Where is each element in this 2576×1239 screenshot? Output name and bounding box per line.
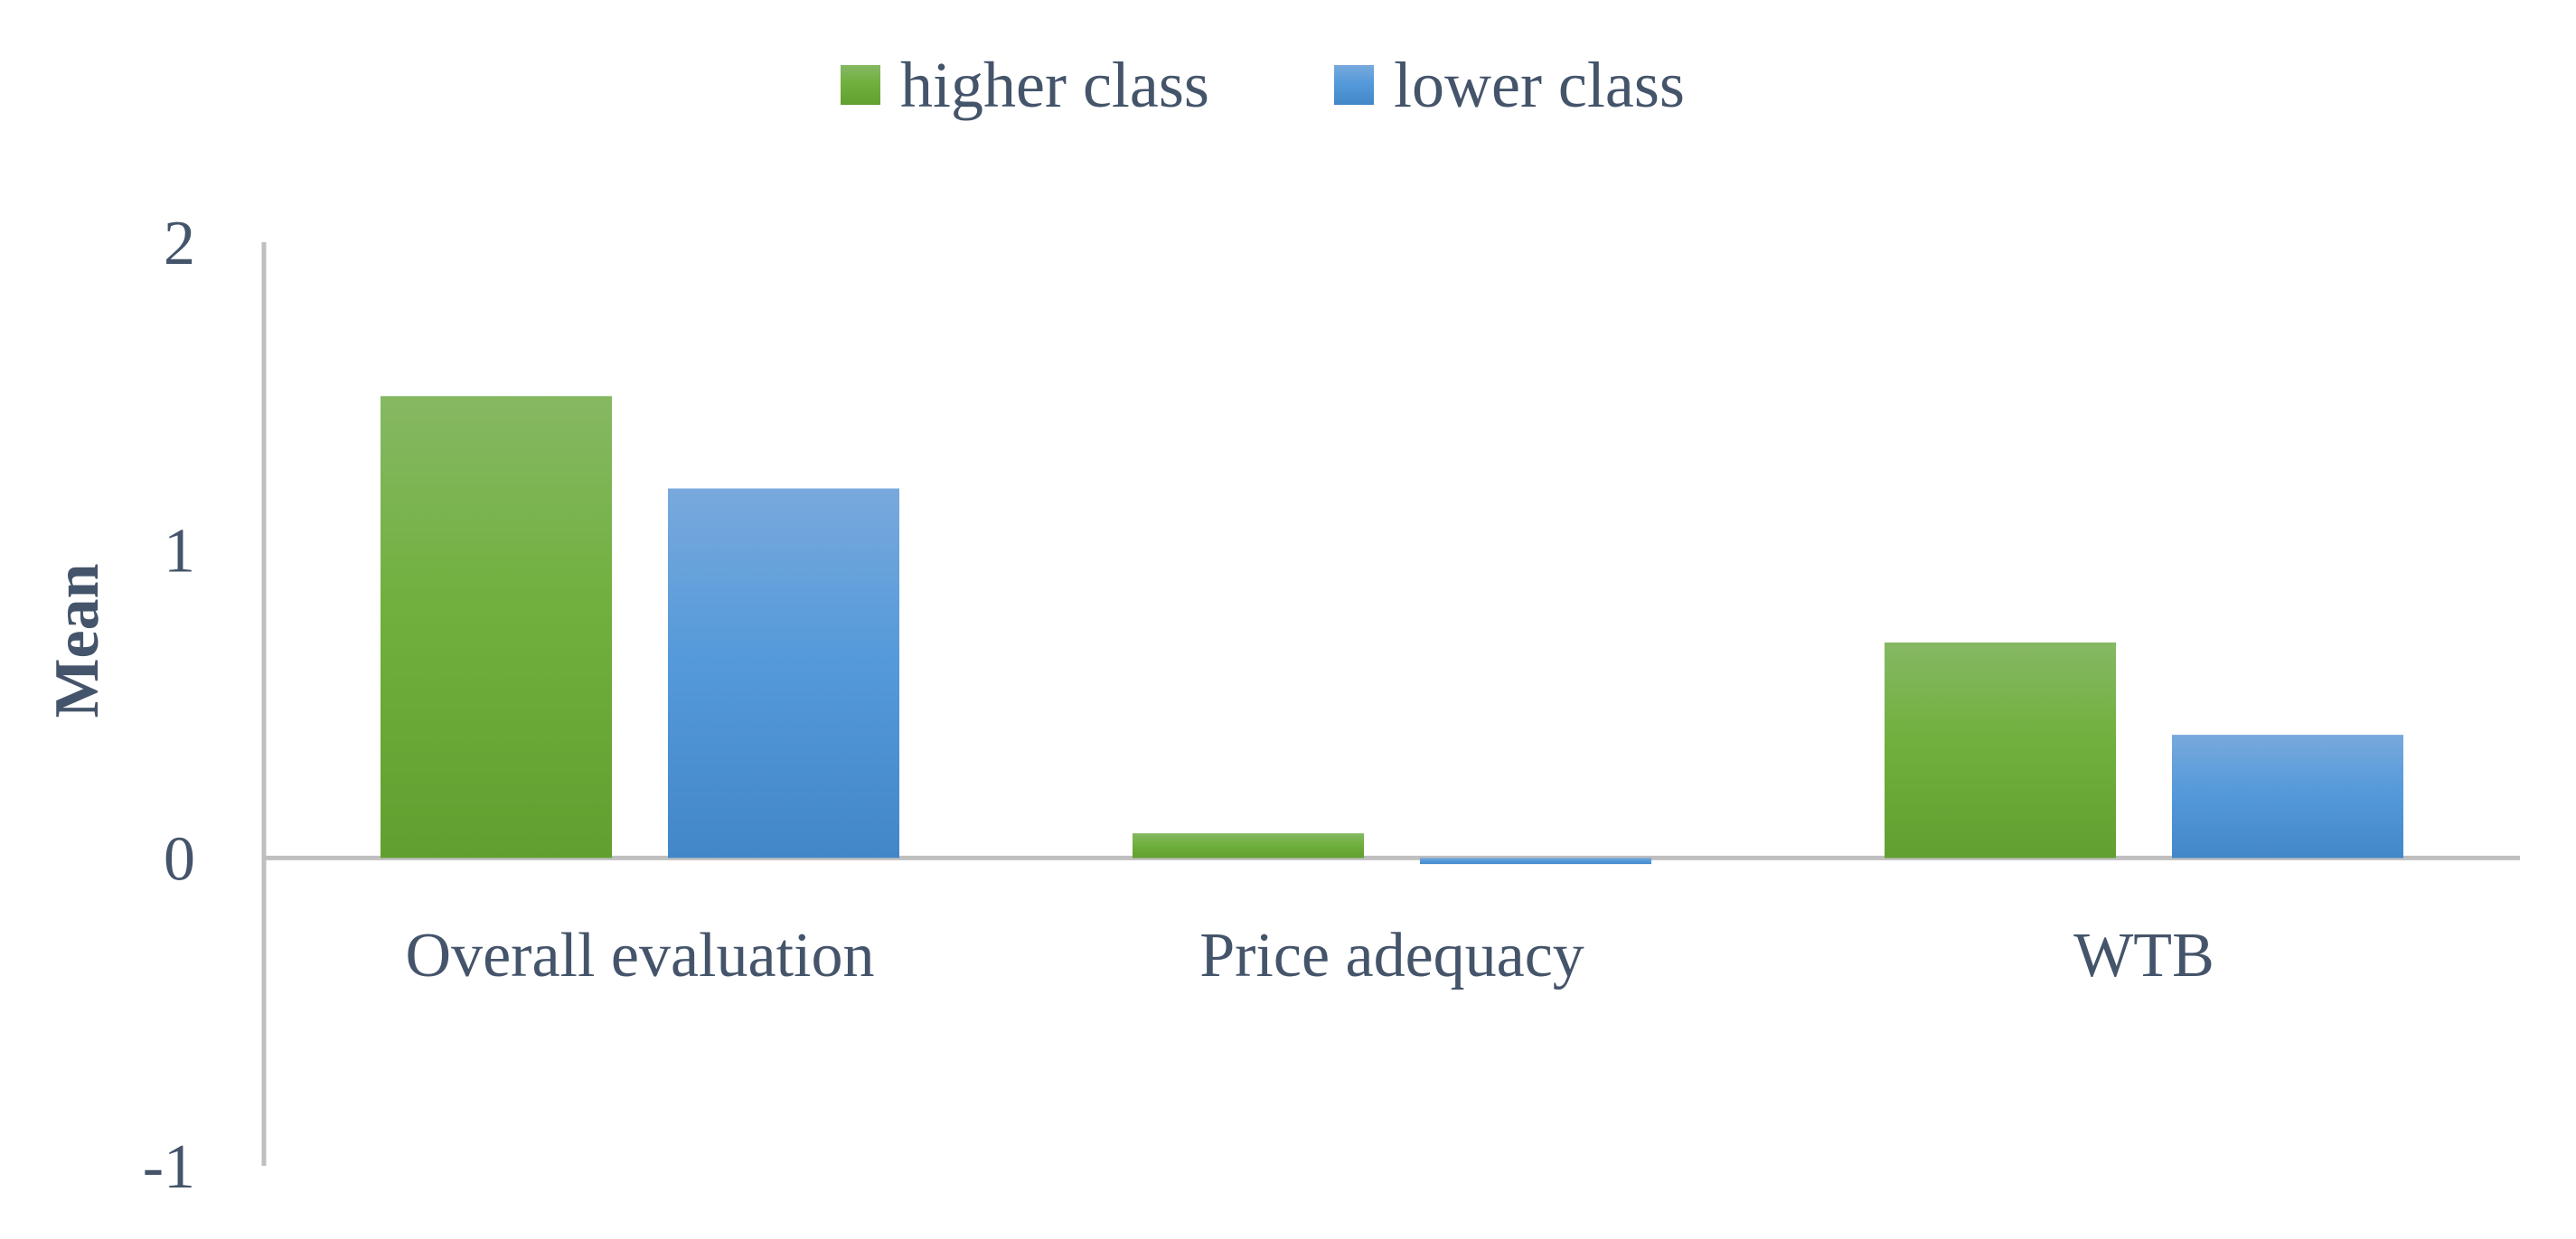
legend-item-lower-class: lower class xyxy=(1334,49,1685,121)
labels: 2 1 0 -1 Overall evaluation Price adequacy WTB… xyxy=(42,209,2214,1202)
bar-lower-class-1 xyxy=(668,488,899,859)
y-tick-label: -1 xyxy=(143,1132,195,1202)
bar-higher-class-1 xyxy=(381,396,612,859)
x-category-label: Price adequacy xyxy=(1199,921,1584,990)
bar-lower-class-2 xyxy=(1420,858,1651,865)
x-category-label: WTB xyxy=(2073,921,2214,990)
legend-label: lower class xyxy=(1394,49,1685,121)
y-axis-title: Mean xyxy=(42,563,112,718)
bar-higher-class-3 xyxy=(1885,642,2116,859)
legend: higher class lower class xyxy=(841,49,1685,121)
bar-higher-class-2 xyxy=(1133,833,1364,859)
bar-lower-class-3 xyxy=(2172,735,2403,859)
legend-label: higher class xyxy=(900,49,1209,121)
y-tick-label: 1 xyxy=(164,517,195,587)
legend-item-higher-class: higher class xyxy=(841,49,1209,121)
y-tick-label: 2 xyxy=(164,209,195,278)
legend-swatch xyxy=(1334,65,1374,105)
legend-swatch xyxy=(841,65,880,105)
axes xyxy=(261,242,2520,1166)
x-category-label: Overall evaluation xyxy=(406,921,875,990)
y-tick-label: 0 xyxy=(164,824,195,894)
bars xyxy=(381,396,2403,865)
